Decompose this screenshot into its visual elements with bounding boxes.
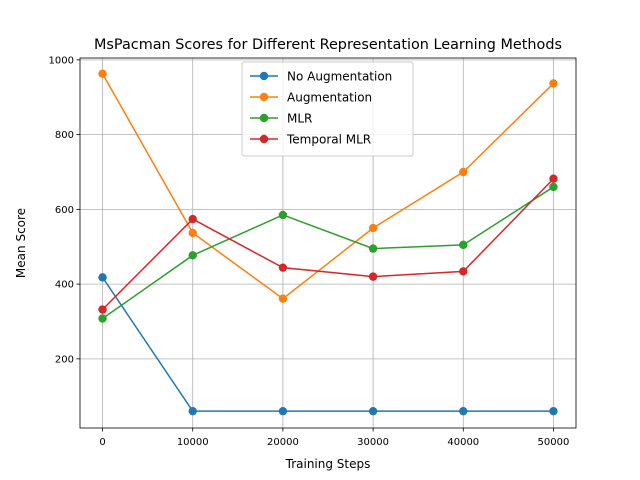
data-point bbox=[98, 273, 107, 282]
legend-item: No Augmentation bbox=[250, 70, 392, 84]
y-axis-label: Mean Score bbox=[14, 208, 28, 278]
y-tick-label: 600 bbox=[55, 205, 74, 216]
series-line bbox=[102, 186, 554, 320]
data-point bbox=[459, 267, 468, 276]
legend-marker bbox=[259, 113, 269, 123]
data-point bbox=[278, 210, 288, 220]
plot-frame bbox=[79, 57, 577, 429]
data-point bbox=[368, 272, 378, 281]
x-tick-label: 10000 bbox=[177, 437, 209, 448]
data-point bbox=[368, 406, 378, 416]
data-point bbox=[368, 223, 378, 233]
data-point bbox=[98, 305, 107, 314]
data-point bbox=[188, 228, 197, 238]
data-point bbox=[549, 182, 558, 192]
series-temporal-mlr bbox=[98, 174, 558, 314]
legend-label: Augmentation bbox=[287, 91, 372, 105]
y-tick-label: 400 bbox=[55, 280, 74, 291]
series-line bbox=[102, 178, 554, 311]
x-tick-label: 30000 bbox=[357, 437, 389, 448]
legend-box bbox=[241, 61, 414, 157]
legend-label: MLR bbox=[287, 112, 312, 126]
data-point bbox=[368, 244, 378, 253]
y-tick-label: 800 bbox=[55, 130, 74, 141]
data-point bbox=[278, 406, 288, 416]
y-tick-label: 1000 bbox=[49, 55, 74, 66]
legend-item: Temporal MLR bbox=[250, 133, 371, 147]
data-point bbox=[459, 406, 468, 416]
legend-item: MLR bbox=[250, 112, 312, 126]
series-line bbox=[101, 276, 554, 412]
x-tick-label: 20000 bbox=[267, 437, 299, 448]
data-point bbox=[278, 294, 288, 303]
series-line bbox=[101, 73, 554, 300]
data-point bbox=[98, 314, 107, 323]
y-tick-label: 200 bbox=[55, 354, 74, 365]
series-layer bbox=[98, 69, 558, 416]
legend-item: Augmentation bbox=[250, 91, 372, 105]
legend-marker bbox=[259, 134, 269, 144]
legend: No Augmentation Augmentation MLR Temporal M… bbox=[241, 61, 414, 157]
series-augmentation bbox=[98, 69, 558, 303]
data-point bbox=[188, 406, 197, 416]
data-point bbox=[459, 240, 468, 250]
legend-marker bbox=[259, 92, 269, 102]
data-point bbox=[549, 79, 558, 88]
chart-title: MsPacman Scores for Different Representa… bbox=[94, 37, 562, 53]
x-tick-label: 50000 bbox=[538, 437, 570, 448]
series-mlr bbox=[98, 182, 558, 323]
data-point bbox=[549, 174, 558, 183]
data-point bbox=[278, 263, 288, 272]
x-axis-label: Training Steps bbox=[285, 457, 371, 471]
y-axis: 200 400 600 800 1000 bbox=[49, 55, 80, 365]
legend-label: Temporal MLR bbox=[286, 133, 371, 147]
legend-label: No Augmentation bbox=[287, 70, 392, 84]
x-axis: 0 10000 20000 30000 40000 50000 bbox=[99, 428, 569, 448]
data-point bbox=[98, 69, 107, 78]
legend-marker bbox=[259, 71, 269, 81]
data-point bbox=[188, 214, 197, 224]
series-no-augmentation bbox=[98, 273, 558, 416]
data-point bbox=[459, 167, 468, 177]
data-point bbox=[188, 251, 197, 260]
x-tick-label: 0 bbox=[99, 437, 105, 448]
data-point bbox=[549, 406, 558, 416]
x-tick-label: 40000 bbox=[447, 437, 479, 448]
